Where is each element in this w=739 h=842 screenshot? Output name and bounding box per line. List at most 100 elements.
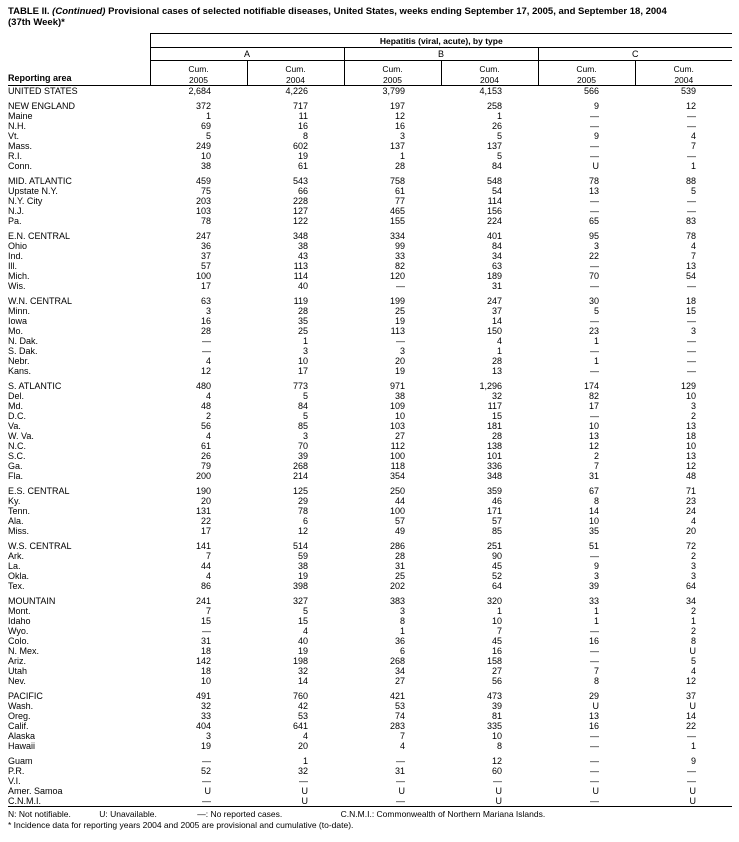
table-row: Oreg. 33 53 74 81 13 14 — [8, 711, 732, 721]
table-row: D.C. 2 5 10 15 — 2 — [8, 411, 732, 421]
value-cell: 51 — [588, 541, 599, 551]
value-cell: — — [299, 776, 308, 786]
reporting-area-cell: Conn. — [8, 161, 33, 171]
value-cell: U — [592, 161, 600, 171]
table-row: Mass. 249 602 137 137 — 7 — [8, 141, 732, 151]
value-cell: 20 — [686, 526, 697, 536]
value-cell: 63 — [200, 296, 211, 306]
value-cell: 971 — [389, 381, 405, 391]
value-cell: 64 — [686, 581, 697, 591]
value-cell: 119 — [293, 296, 308, 306]
table-row: Amer. Samoa U U U U U U — [8, 786, 732, 796]
legend-cnmi: C.N.M.I.: Commonwealth of Northern Maria… — [340, 809, 546, 819]
value-cell: 75 — [200, 186, 211, 196]
table-row: Ky. 20 29 44 46 8 23 — [8, 496, 732, 506]
value-cell: 1,296 — [479, 381, 502, 391]
value-cell: — — [687, 766, 697, 776]
value-cell: — — [590, 206, 599, 216]
reporting-area-cell: S. Dak. — [8, 346, 38, 356]
value-cell: 247 — [195, 231, 211, 241]
value-cell: 22 — [200, 516, 211, 526]
value-cell: 459 — [195, 176, 211, 186]
value-cell: 1 — [691, 741, 697, 751]
value-cell: 28 — [394, 161, 405, 171]
value-cell: 14 — [588, 506, 599, 516]
value-cell: 18 — [200, 646, 211, 656]
table-row: MID. ATLANTIC 459 543 758 548 78 88 — [8, 171, 732, 186]
value-cell: 336 — [486, 461, 502, 471]
value-cell: 3 — [399, 606, 405, 616]
reporting-area-cell: Ky. — [8, 496, 21, 506]
value-cell: U — [689, 701, 697, 711]
table-title: TABLE II. (Continued) Provisional cases … — [8, 6, 732, 28]
value-cell: 5 — [302, 606, 308, 616]
value-cell: 13 — [588, 711, 599, 721]
value-cell: 69 — [200, 121, 211, 131]
value-cell: 137 — [486, 141, 502, 151]
value-cell: 25 — [394, 571, 405, 581]
reporting-area-cell: N.J. — [8, 206, 25, 216]
value-cell: 46 — [491, 496, 502, 506]
value-cell: 16 — [200, 316, 211, 326]
value-cell: 19 — [297, 571, 308, 581]
reporting-area-cell: S.C. — [8, 451, 26, 461]
value-cell: 32 — [491, 391, 502, 401]
value-cell: — — [687, 346, 697, 356]
value-cell: U — [592, 786, 600, 796]
value-cell: 49 — [394, 526, 405, 536]
value-cell: 7 — [205, 551, 211, 561]
reporting-area-cell: W. Va. — [8, 431, 34, 441]
reporting-area-cell: Del. — [8, 391, 25, 401]
value-cell: 131 — [195, 506, 211, 516]
reporting-area-cell: NEW ENGLAND — [8, 101, 76, 111]
value-cell: 29 — [297, 496, 308, 506]
value-cell: 33 — [588, 596, 599, 606]
value-cell: 17 — [200, 526, 211, 536]
reporting-area-cell: Alaska — [8, 731, 36, 741]
title-prefix: TABLE II. — [8, 6, 50, 17]
value-cell: 35 — [297, 316, 308, 326]
table-row: Tex. 86 398 202 64 39 64 — [8, 581, 732, 591]
value-cell: 268 — [389, 656, 405, 666]
value-cell: — — [202, 336, 211, 346]
value-cell: — — [590, 646, 599, 656]
value-cell: 101 — [486, 451, 502, 461]
value-cell: 25 — [297, 326, 308, 336]
value-cell: 39 — [297, 451, 308, 461]
value-cell: 57 — [200, 261, 211, 271]
table-row: E.S. CENTRAL 190 125 250 359 67 71 — [8, 481, 732, 496]
value-cell: 30 — [588, 296, 599, 306]
table-row: NEW ENGLAND 372 717 197 258 9 12 — [8, 96, 732, 111]
value-cell: 11 — [298, 111, 308, 121]
value-cell: 118 — [390, 461, 405, 471]
reporting-area-cell: P.R. — [8, 766, 25, 776]
value-cell: — — [687, 196, 697, 206]
value-cell: 82 — [588, 391, 599, 401]
value-cell: — — [687, 111, 697, 121]
reporting-area-cell: R.I. — [8, 151, 23, 161]
value-cell: 127 — [292, 206, 308, 216]
reporting-area-cell: Fla. — [8, 471, 24, 481]
value-cell: 10 — [394, 411, 405, 421]
value-cell: 138 — [486, 441, 502, 451]
table-row: E.N. CENTRAL 247 348 334 401 95 78 — [8, 226, 732, 241]
table-row: P.R. 52 32 31 60 — — — [8, 766, 732, 776]
value-cell: 59 — [297, 551, 308, 561]
legend-no-cases: —: No reported cases. — [197, 809, 283, 819]
value-cell: 40 — [297, 281, 308, 291]
value-cell: 103 — [389, 421, 405, 431]
reporting-area-cell: PACIFIC — [8, 691, 43, 701]
value-cell: — — [590, 756, 599, 766]
value-cell: — — [590, 346, 599, 356]
value-cell: — — [590, 121, 599, 131]
reporting-area-cell: Ala. — [8, 516, 24, 526]
value-cell: 100 — [389, 506, 405, 516]
table-row: Wis. 17 40 — 31 — — — [8, 281, 732, 291]
value-cell: 78 — [297, 506, 308, 516]
value-cell: 22 — [588, 251, 599, 261]
hepatitis-group-header: Hepatitis (viral, acute), by type — [149, 33, 733, 48]
value-cell: 77 — [394, 196, 405, 206]
value-cell: 37 — [686, 691, 697, 701]
footnote-legend: N: Not notifiable. U: Unavailable. —: No… — [8, 809, 732, 820]
value-cell: 88 — [686, 176, 697, 186]
